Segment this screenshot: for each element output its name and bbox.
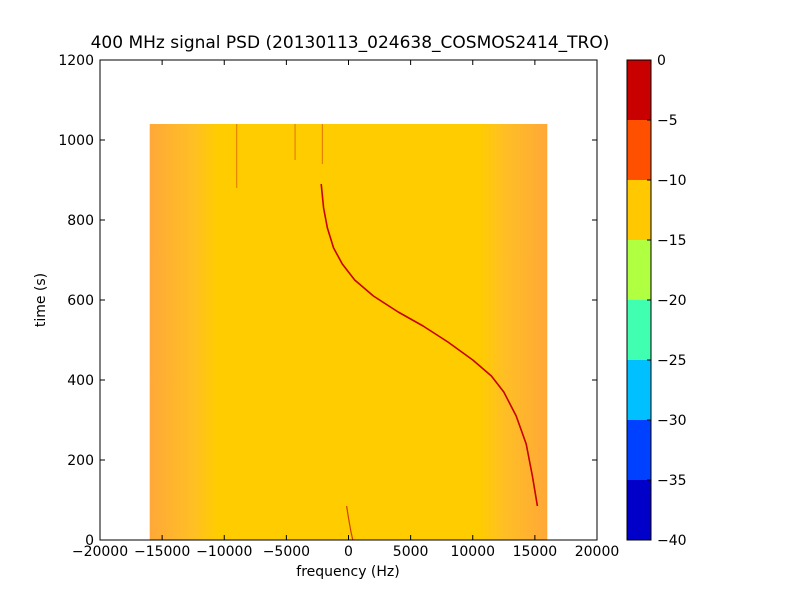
colorbar: −40 −35 −30 −25 −20 −15 −10 −5 0 (626, 53, 687, 549)
heatmap-background (149, 124, 548, 540)
secondary-trace (346, 505, 354, 540)
colorbar-segment (627, 240, 651, 300)
colorbar-segment (627, 360, 651, 420)
x-tick-label: 20000 (575, 544, 620, 560)
x-axis: −20000 −15000 −10000 −5000 0 5000 10000 15000 20… (72, 60, 619, 560)
y-tick-label: 0 (85, 533, 94, 549)
x-tick-label: 15000 (513, 544, 558, 560)
colorbar-tick-label: −20 (657, 293, 687, 309)
y-tick-label: 1000 (58, 133, 94, 149)
colorbar-tick-label: −15 (657, 233, 687, 249)
y-tick-label: 400 (67, 373, 94, 389)
y-tick-label: 200 (67, 453, 94, 469)
colorbar-segment (627, 60, 651, 120)
colorbar-segment (627, 120, 651, 180)
colorbar-tick-label: −5 (657, 113, 678, 129)
y-tick-label: 1200 (58, 53, 94, 69)
x-tick-label: 5000 (393, 544, 429, 560)
x-tick-label: −10000 (196, 544, 252, 560)
x-tick-label: −20000 (72, 544, 128, 560)
y-axis-label: time (s) (33, 273, 49, 327)
colorbar-tick-label: −30 (657, 413, 687, 429)
y-tick-label: 600 (67, 293, 94, 309)
x-tick-label: −15000 (134, 544, 190, 560)
x-tick-label: 10000 (450, 544, 495, 560)
colorbar-segment (627, 480, 651, 540)
chart-title: 400 MHz signal PSD (20130113_024638_COSM… (91, 33, 610, 53)
y-tick-label: 800 (67, 213, 94, 229)
colorbar-segment (627, 420, 651, 480)
colorbar-tick-label: −40 (657, 533, 687, 549)
colorbar-tick-label: −25 (657, 353, 687, 369)
heatmap-layer (149, 124, 548, 540)
colorbar-segment (627, 300, 651, 360)
y-axis: 0 200 400 600 800 1000 1200 (58, 53, 597, 549)
colorbar-segment (627, 180, 651, 240)
x-tick-label: 0 (344, 544, 353, 560)
x-tick-label: −5000 (263, 544, 310, 560)
colorbar-tick-label: −10 (657, 173, 687, 189)
colorbar-tick-label: 0 (657, 53, 666, 69)
x-axis-label: frequency (Hz) (296, 564, 399, 580)
signal-trace (320, 183, 539, 507)
colorbar-tick-label: −35 (657, 473, 687, 489)
